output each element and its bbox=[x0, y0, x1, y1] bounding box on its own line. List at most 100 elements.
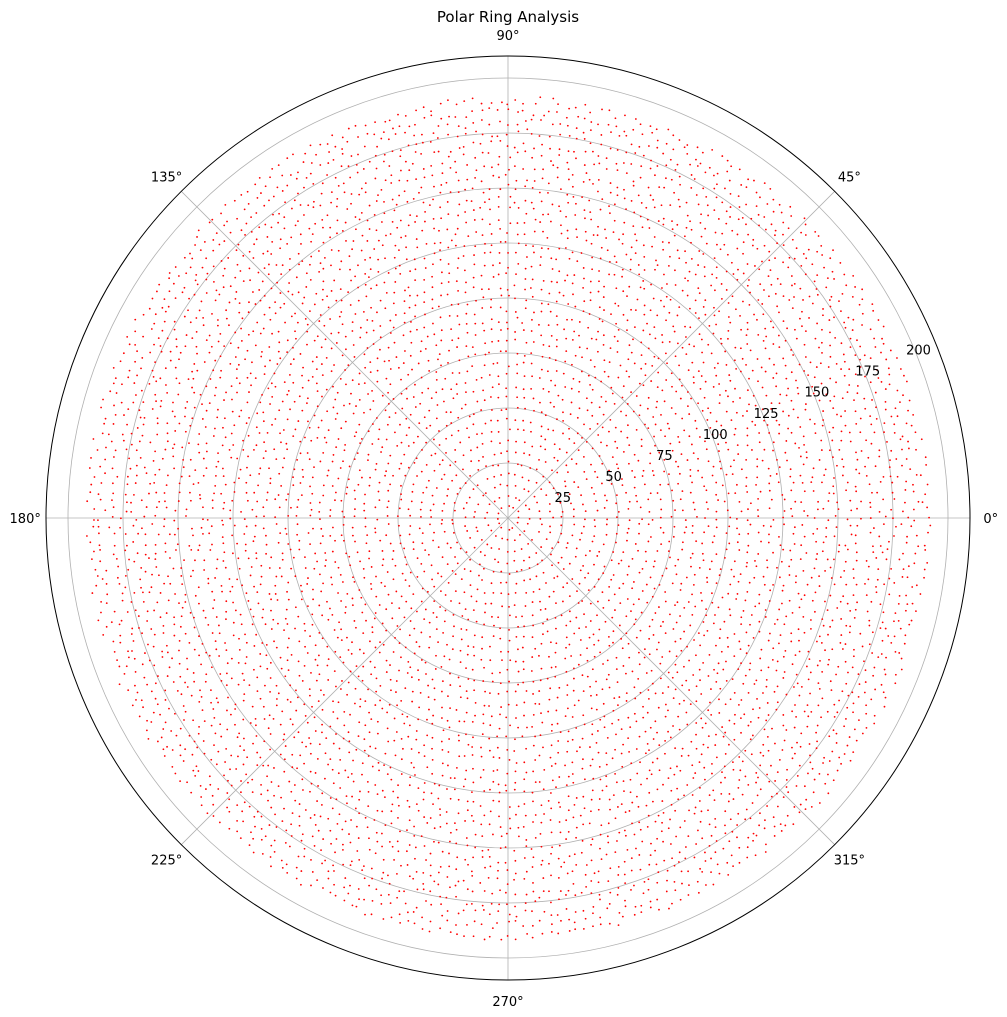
data-point bbox=[579, 654, 582, 656]
data-point bbox=[775, 473, 778, 475]
data-point bbox=[715, 644, 717, 647]
data-point bbox=[219, 333, 222, 335]
data-point bbox=[467, 743, 470, 746]
data-point bbox=[250, 384, 252, 387]
data-point bbox=[283, 629, 285, 632]
data-point bbox=[577, 699, 580, 702]
data-point bbox=[178, 382, 181, 385]
data-point bbox=[715, 733, 717, 736]
data-point bbox=[540, 334, 543, 337]
data-point bbox=[465, 551, 468, 554]
data-point bbox=[577, 602, 580, 604]
data-point bbox=[612, 630, 615, 633]
data-point bbox=[761, 260, 763, 263]
data-point bbox=[344, 606, 347, 608]
data-point bbox=[586, 347, 589, 350]
data-point bbox=[455, 474, 458, 477]
data-point bbox=[260, 783, 262, 786]
data-point bbox=[173, 533, 176, 536]
data-point bbox=[506, 869, 509, 871]
data-point bbox=[729, 516, 732, 519]
data-point bbox=[572, 816, 575, 819]
data-point bbox=[583, 723, 586, 726]
data-point bbox=[254, 377, 257, 379]
data-point bbox=[358, 423, 361, 426]
data-point bbox=[242, 718, 245, 721]
data-point bbox=[647, 347, 650, 350]
data-point bbox=[627, 527, 630, 530]
data-point bbox=[379, 684, 382, 687]
data-point bbox=[499, 826, 502, 828]
data-point bbox=[280, 273, 283, 276]
data-point bbox=[470, 449, 472, 452]
data-point bbox=[429, 509, 432, 512]
data-point bbox=[456, 393, 459, 395]
data-point bbox=[684, 325, 686, 328]
data-point bbox=[376, 793, 379, 796]
data-point bbox=[415, 178, 418, 181]
data-point bbox=[401, 713, 404, 716]
data-point bbox=[860, 500, 862, 503]
data-point bbox=[363, 502, 366, 505]
data-point bbox=[348, 402, 351, 405]
data-point bbox=[560, 224, 562, 227]
data-point bbox=[321, 708, 324, 711]
data-point bbox=[678, 364, 680, 367]
data-point bbox=[791, 284, 793, 287]
data-point bbox=[396, 444, 399, 447]
data-point bbox=[171, 410, 174, 413]
data-point bbox=[656, 314, 659, 317]
data-point bbox=[765, 335, 768, 338]
data-point bbox=[375, 229, 378, 232]
data-point bbox=[553, 405, 555, 408]
data-point bbox=[441, 690, 443, 693]
data-point bbox=[447, 695, 449, 697]
data-point bbox=[600, 246, 603, 249]
data-point bbox=[891, 481, 894, 484]
data-point bbox=[514, 297, 516, 300]
data-point bbox=[638, 821, 641, 824]
data-point bbox=[616, 463, 618, 466]
data-point bbox=[439, 814, 442, 816]
data-point bbox=[345, 492, 348, 495]
data-point bbox=[500, 452, 503, 455]
data-point bbox=[370, 718, 373, 721]
data-point bbox=[706, 576, 708, 579]
data-point bbox=[668, 311, 671, 314]
data-point bbox=[723, 243, 726, 246]
data-point bbox=[618, 587, 621, 590]
data-point bbox=[515, 813, 517, 816]
data-point bbox=[800, 501, 803, 504]
data-point bbox=[265, 643, 268, 646]
data-point bbox=[772, 449, 774, 452]
data-point bbox=[409, 776, 412, 779]
data-point bbox=[463, 755, 466, 757]
data-point bbox=[402, 334, 405, 337]
data-point bbox=[584, 217, 586, 220]
data-point bbox=[192, 569, 194, 572]
data-point bbox=[456, 493, 459, 495]
data-point bbox=[432, 218, 435, 220]
data-point bbox=[644, 374, 647, 377]
data-point bbox=[612, 794, 615, 797]
data-point bbox=[378, 651, 381, 654]
data-point bbox=[656, 165, 659, 167]
data-point bbox=[309, 635, 311, 637]
data-point bbox=[214, 299, 217, 302]
data-point bbox=[159, 377, 162, 380]
data-point bbox=[420, 186, 423, 189]
data-point bbox=[153, 609, 156, 612]
data-point bbox=[593, 163, 596, 166]
data-point bbox=[339, 787, 342, 789]
data-point bbox=[397, 784, 399, 787]
data-point bbox=[546, 677, 549, 680]
data-point bbox=[829, 377, 832, 380]
data-point bbox=[794, 704, 796, 706]
data-point bbox=[718, 402, 721, 405]
data-point bbox=[493, 486, 496, 489]
data-point bbox=[836, 501, 839, 504]
data-point bbox=[497, 340, 500, 342]
data-point bbox=[711, 273, 714, 276]
data-point bbox=[532, 245, 534, 248]
data-point bbox=[746, 561, 748, 564]
